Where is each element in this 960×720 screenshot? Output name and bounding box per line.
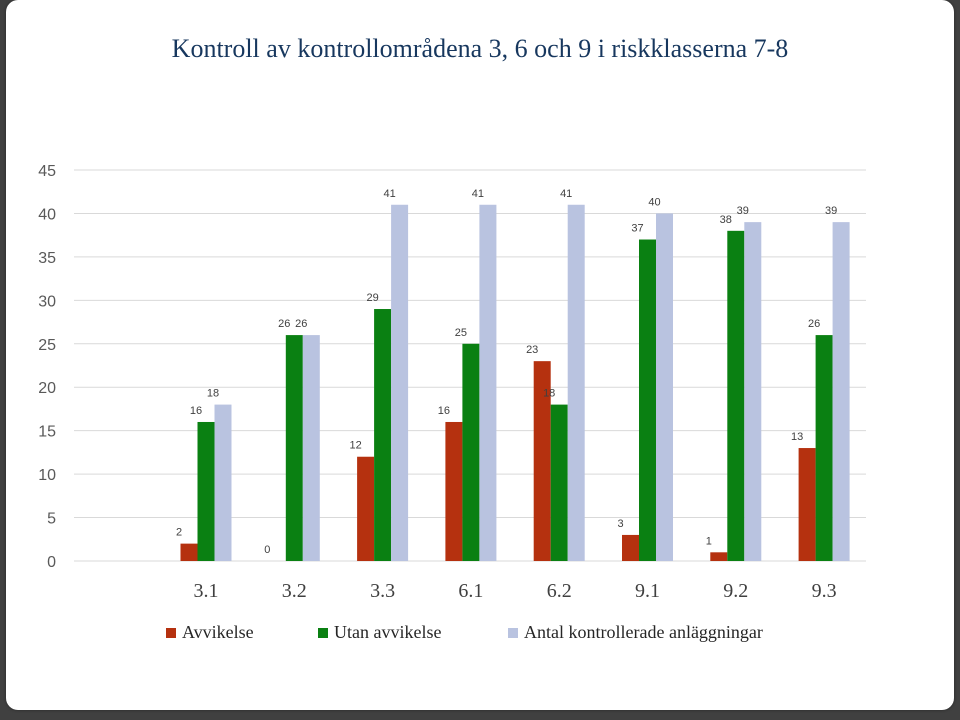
data-label: 26: [278, 318, 290, 330]
bar-antal: [656, 213, 673, 561]
bar-avvikelse: [445, 421, 463, 561]
legend-swatch: [166, 627, 176, 638]
y-tick-label: 20: [38, 380, 56, 397]
bar-utan-avvikelse: [815, 335, 833, 561]
data-label: 18: [543, 388, 555, 400]
data-label: 25: [455, 327, 467, 339]
data-label: 16: [438, 405, 450, 417]
y-tick-label: 30: [38, 293, 56, 310]
data-label: 41: [383, 188, 395, 200]
y-tick-label: 5: [47, 511, 56, 528]
data-label: 29: [366, 292, 378, 304]
y-tick-label: 25: [38, 337, 56, 354]
data-label: 26: [295, 318, 307, 330]
legend-swatch: [508, 627, 518, 638]
legend-label: Antal kontrollerade anläggningar: [524, 622, 763, 642]
legend-item: Antal kontrollerade anläggningar: [508, 622, 763, 643]
bar-antal: [567, 204, 585, 561]
chart: 0 5 10 15 20 25 30 35 40 45 2 16 18 3.1 0 26 26 3.2 12 29 41…: [38, 163, 866, 602]
data-label: 26: [808, 318, 820, 330]
x-tick-label: 9.2: [723, 580, 748, 602]
x-tick-label: 6.1: [458, 580, 483, 602]
data-label: 39: [737, 205, 749, 217]
bar-avvikelse: [357, 456, 375, 561]
bar-antal: [214, 404, 232, 561]
slide: Kontroll av kontrollområdena 3, 6 och 9 …: [6, 0, 954, 710]
bar-avvikelse: [710, 552, 728, 561]
data-label: 16: [190, 405, 202, 417]
x-tick-label: 9.3: [812, 580, 837, 602]
data-label: 18: [207, 388, 219, 400]
y-tick-label: 35: [38, 250, 56, 267]
data-label: 23: [526, 344, 538, 356]
x-tick-label: 3.1: [194, 580, 219, 602]
x-tick-label: 6.2: [547, 580, 572, 602]
data-label: 1: [706, 535, 712, 547]
y-tick-label: 40: [38, 206, 56, 223]
bar-utan-avvikelse: [727, 230, 745, 562]
bar-utan-avvikelse: [285, 335, 303, 561]
legend-item: Utan avvikelse: [318, 622, 441, 643]
legend-label: Utan avvikelse: [334, 622, 442, 642]
data-label: 12: [349, 440, 361, 452]
bar-utan-avvikelse: [639, 239, 656, 561]
chart-title: Kontroll av kontrollområdena 3, 6 och 9 …: [171, 34, 789, 63]
bar-antal: [302, 335, 320, 561]
data-label: 41: [560, 188, 572, 200]
legend-swatch: [318, 627, 328, 638]
data-label: 38: [720, 214, 732, 226]
legend-item: Avvikelse: [166, 622, 254, 643]
data-label: 41: [472, 188, 484, 200]
bar-avvikelse: [180, 543, 198, 561]
data-label: 37: [631, 223, 643, 235]
bar-antal: [479, 204, 497, 561]
bar-avvikelse: [533, 361, 551, 561]
y-tick-label: 10: [38, 467, 56, 484]
data-label: 3: [617, 518, 623, 530]
x-tick-label: 3.3: [370, 580, 395, 602]
legend: Avvikelse Utan avvikelse Antal kontrollera…: [6, 622, 954, 646]
bar-avvikelse: [622, 534, 639, 561]
data-label: 13: [791, 431, 803, 443]
data-label: 39: [825, 205, 837, 217]
bar-utan-avvikelse: [550, 404, 568, 561]
bar-antal: [832, 222, 850, 561]
bar-utan-avvikelse: [374, 309, 392, 561]
y-tick-label: 15: [38, 424, 56, 441]
data-label: 40: [648, 196, 660, 208]
data-label: 0: [264, 544, 270, 556]
y-tick-label: 45: [38, 163, 56, 180]
bar-utan-avvikelse: [197, 421, 215, 561]
bar-antal: [744, 222, 762, 561]
x-tick-label: 9.1: [635, 580, 660, 602]
legend-label: Avvikelse: [182, 622, 254, 642]
data-label: 2: [176, 527, 182, 539]
y-tick-label: 0: [47, 554, 56, 571]
x-tick-label: 3.2: [282, 580, 307, 602]
bar-utan-avvikelse: [462, 343, 480, 561]
bar-avvikelse: [798, 448, 816, 561]
bar-antal: [391, 204, 409, 561]
